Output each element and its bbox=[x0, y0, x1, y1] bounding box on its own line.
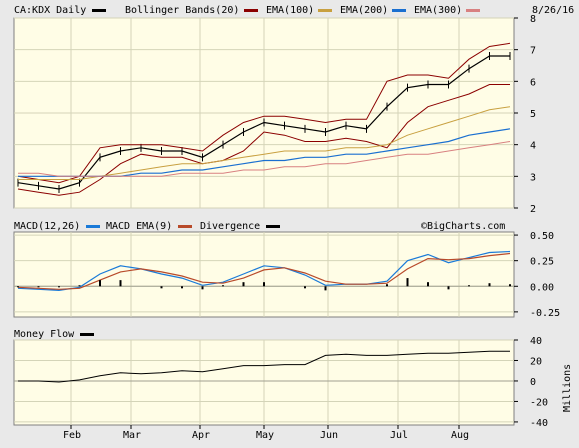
macd-ema-label: MACD EMA(9) bbox=[106, 221, 172, 232]
moneyflow-legend-swatch bbox=[80, 333, 94, 336]
chart-date: 8/26/16 bbox=[532, 5, 574, 16]
y-tick-label: 7 bbox=[530, 46, 536, 57]
y-tick-label: 2 bbox=[530, 204, 536, 215]
ticker-label: CA:KDX Daily bbox=[14, 5, 86, 16]
moneyflow-line bbox=[18, 350, 510, 383]
header-legend: CA:KDX Daily Bollinger Bands(20) EMA(100… bbox=[14, 5, 574, 16]
y-tick-label: -40 bbox=[530, 418, 548, 429]
macd-ema-legend-swatch bbox=[178, 225, 192, 228]
bollinger-lower-line bbox=[17, 84, 510, 196]
y-tick-label: 40 bbox=[530, 336, 542, 347]
axis-layer: 2 3 4 5 6 7 8 0.50 0.25 0.00 -0.25 40 20 0 -20 -40 Feb Ma… bbox=[63, 14, 560, 441]
x-month-label: Jul bbox=[390, 430, 408, 441]
y-tick-label: 0.25 bbox=[530, 257, 554, 268]
series-layer bbox=[17, 42, 511, 383]
macd-ema-line bbox=[17, 252, 511, 290]
ema200-legend-swatch bbox=[392, 9, 406, 12]
x-month-label: Aug bbox=[451, 430, 469, 441]
y-tick-label: 20 bbox=[530, 356, 542, 367]
x-month-label: Apr bbox=[192, 430, 210, 441]
moneyflow-legend: Money Flow bbox=[14, 329, 94, 340]
macd-legend-swatch bbox=[86, 225, 100, 228]
y-tick-label: 0.50 bbox=[530, 231, 554, 242]
x-month-label: Feb bbox=[63, 430, 81, 441]
ema200-label: EMA(200) bbox=[340, 5, 388, 16]
bollinger-label: Bollinger Bands(20) bbox=[125, 5, 239, 16]
x-month-label: May bbox=[256, 430, 274, 441]
macd-legend: MACD(12,26) MACD EMA(9) Divergence ©BigC… bbox=[14, 221, 505, 232]
y-tick-label: 8 bbox=[530, 14, 536, 25]
ema300-legend-swatch bbox=[466, 9, 480, 12]
ema300-line bbox=[18, 141, 511, 177]
ema300-label: EMA(300) bbox=[414, 5, 462, 16]
y-tick-label: -0.25 bbox=[530, 308, 560, 319]
divergence-label: Divergence bbox=[200, 221, 260, 232]
divergence-legend-swatch bbox=[266, 225, 280, 228]
price-legend-swatch bbox=[92, 9, 106, 12]
moneyflow-ylabel: Millions bbox=[562, 364, 573, 412]
bollinger-upper-line bbox=[17, 42, 511, 184]
ema100-label: EMA(100) bbox=[266, 5, 314, 16]
y-tick-label: 0 bbox=[530, 377, 536, 388]
y-tick-label: 5 bbox=[530, 109, 536, 120]
y-tick-label: 3 bbox=[530, 172, 536, 183]
macd-line bbox=[17, 250, 511, 292]
x-month-label: Mar bbox=[123, 430, 141, 441]
y-tick-label: 0.00 bbox=[530, 282, 554, 293]
watermark: ©BigCharts.com bbox=[421, 221, 505, 232]
ema100-legend-swatch bbox=[318, 9, 332, 12]
y-tick-label: 6 bbox=[530, 77, 536, 88]
divergence-bars bbox=[17, 278, 511, 291]
y-tick-label: -20 bbox=[530, 397, 548, 408]
macd-label: MACD(12,26) bbox=[14, 221, 80, 232]
moneyflow-label: Money Flow bbox=[14, 329, 75, 340]
bollinger-legend-swatch bbox=[244, 9, 258, 12]
y-tick-label: 4 bbox=[530, 141, 536, 152]
x-month-label: Jun bbox=[320, 430, 338, 441]
